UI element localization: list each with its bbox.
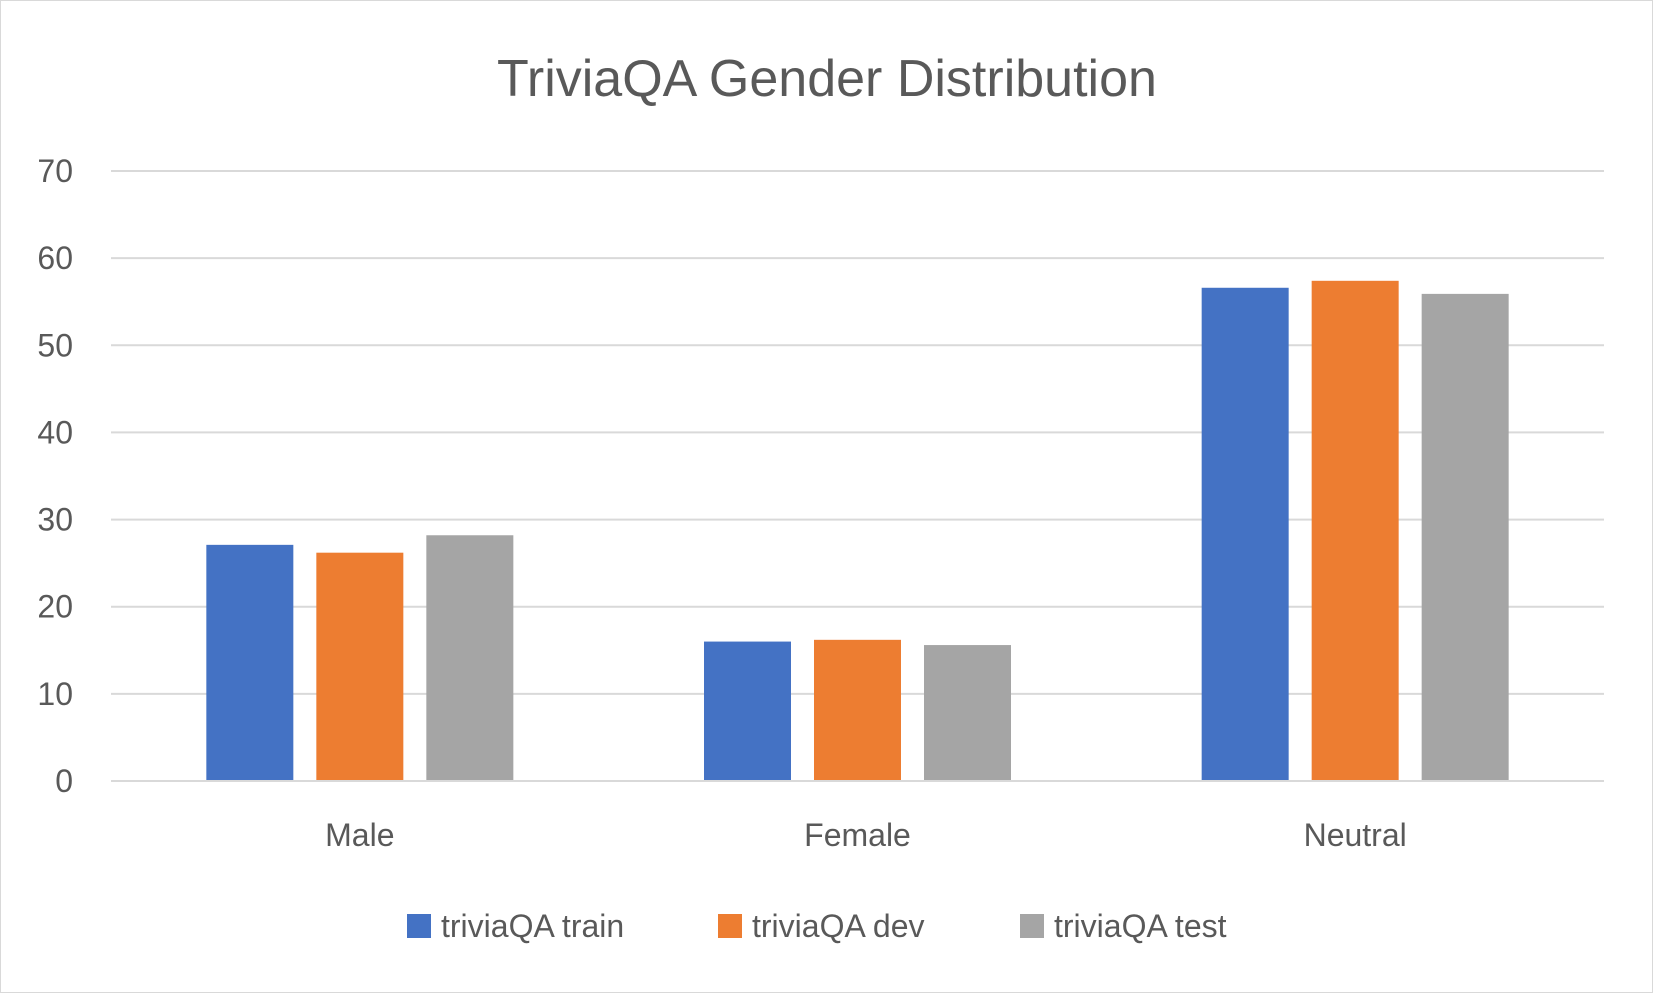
y-tick-label: 10 xyxy=(37,676,73,712)
legend-swatch xyxy=(1020,914,1044,938)
x-axis-ticks: Male Female Neutral xyxy=(325,817,1407,853)
y-tick-label: 60 xyxy=(37,240,73,276)
bar-male-triviaqa-train xyxy=(206,544,294,781)
legend-swatch xyxy=(718,914,742,938)
y-tick-label: 20 xyxy=(37,589,73,625)
legend: triviaQA train triviaQA dev triviaQA test xyxy=(407,908,1227,944)
y-tick-label: 40 xyxy=(37,414,73,450)
legend-label: triviaQA dev xyxy=(752,908,925,944)
y-tick-label: 50 xyxy=(37,327,73,363)
bar-female-triviaqa-test xyxy=(924,645,1011,781)
legend-label: triviaQA train xyxy=(441,908,624,944)
legend-swatch xyxy=(407,914,431,938)
x-tick-label: Female xyxy=(804,817,911,853)
y-tick-label: 0 xyxy=(55,763,73,799)
y-tick-label: 30 xyxy=(37,502,73,538)
bar-male-triviaqa-dev xyxy=(316,552,404,781)
bar-neutral-triviaqa-test xyxy=(1421,293,1509,781)
y-tick-label: 70 xyxy=(37,153,73,189)
x-tick-label: Neutral xyxy=(1304,817,1407,853)
bar-female-triviaqa-dev xyxy=(814,639,901,781)
y-axis-ticks: 0 10 20 30 40 50 60 70 xyxy=(37,153,73,799)
bar-male-triviaqa-test xyxy=(426,535,514,781)
chart-title: TriviaQA Gender Distribution xyxy=(497,50,1157,108)
bars xyxy=(206,280,1509,781)
legend-label: triviaQA test xyxy=(1054,908,1227,944)
x-tick-label: Male xyxy=(325,817,394,853)
bar-neutral-triviaqa-train xyxy=(1201,287,1289,781)
bar-female-triviaqa-train xyxy=(704,641,791,781)
bar-neutral-triviaqa-dev xyxy=(1311,280,1399,781)
